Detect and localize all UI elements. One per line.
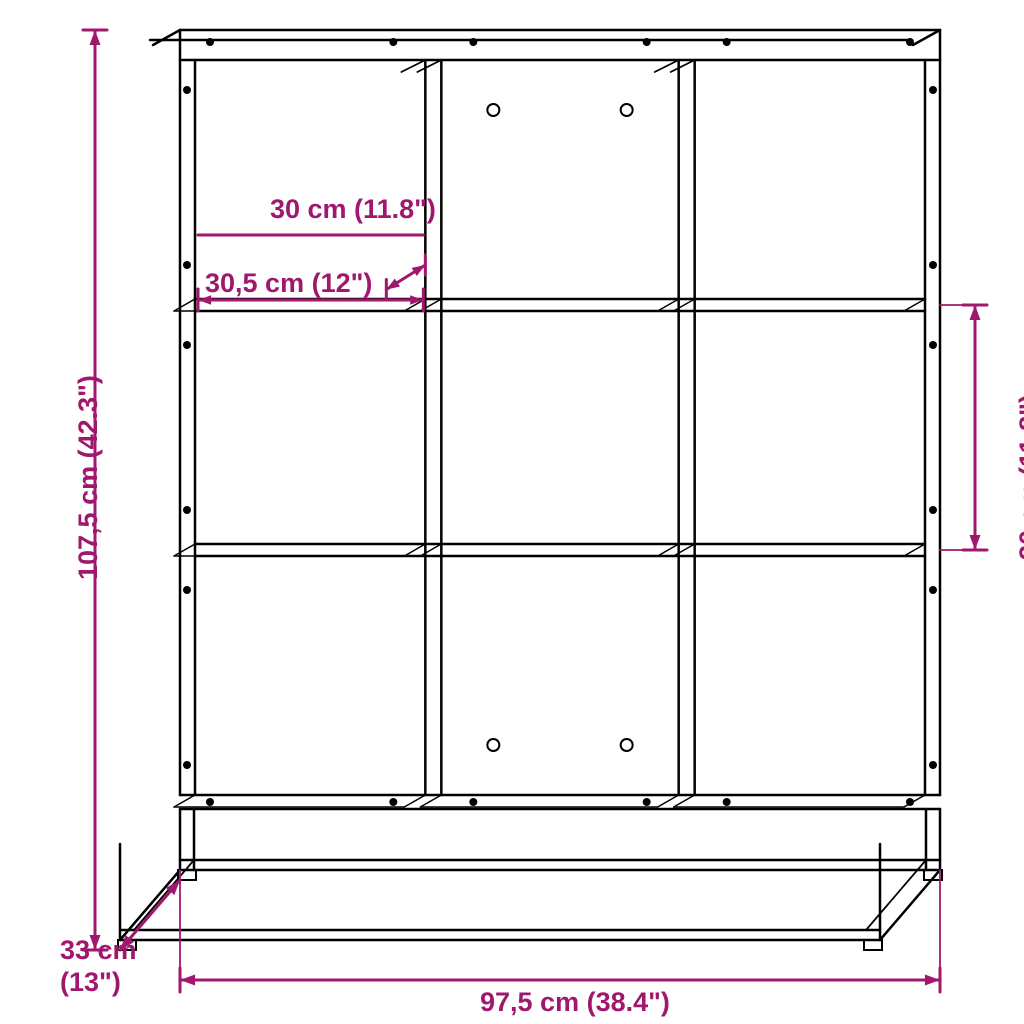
dim-shelf-height: 30 cm (11.8") — [1013, 394, 1024, 560]
dim-cube-width: 30,5 cm (12") — [205, 267, 372, 299]
dim-cube-depth: 30 cm (11.8") — [270, 193, 436, 225]
dim-height: 107,5 cm (42.3") — [72, 375, 104, 580]
dim-depth: 33 cm(13") — [60, 934, 137, 999]
dim-width: 97,5 cm (38.4") — [480, 986, 670, 1018]
